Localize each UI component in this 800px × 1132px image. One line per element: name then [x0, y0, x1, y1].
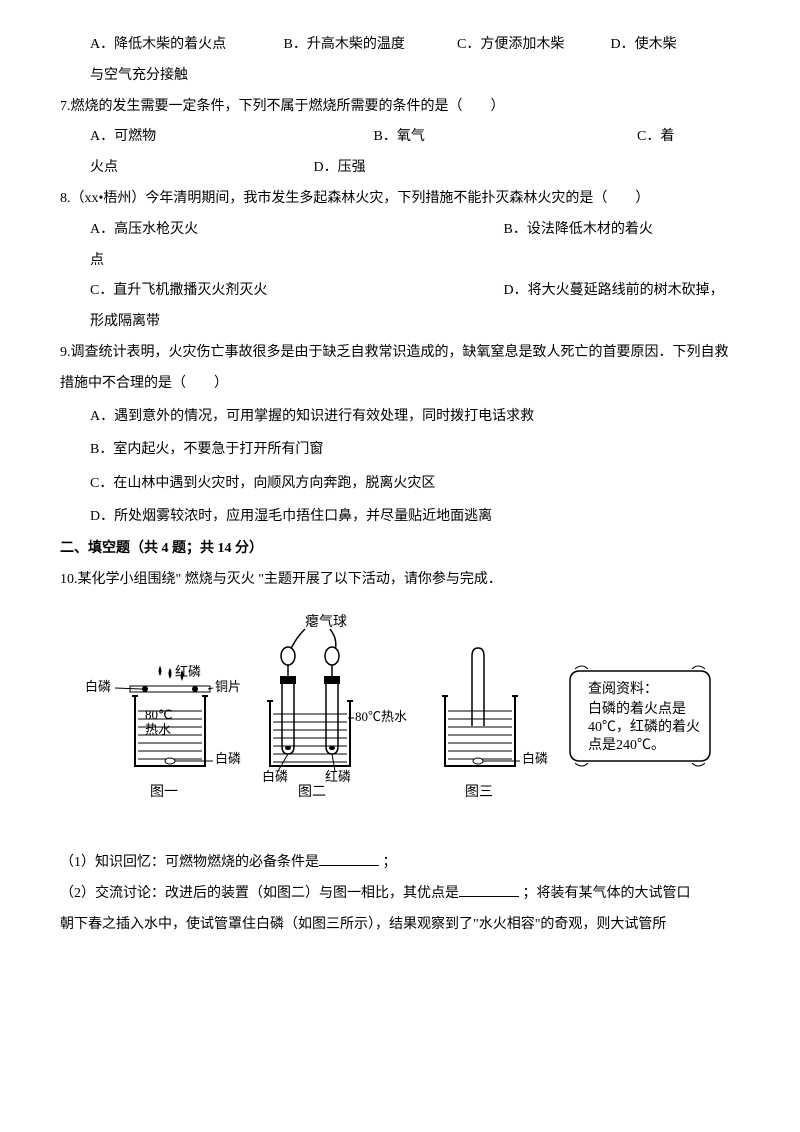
scroll-line1: 白磷的着火点是	[588, 701, 686, 717]
q7-opt-d: D．压强	[314, 153, 366, 184]
q6-options: A．降低木柴的着火点 B．升高木柴的温度 C．方便添加木柴 D．使木柴	[60, 30, 740, 61]
experiment-diagram-svg: 瘪气球	[80, 611, 720, 821]
fig1-copper: 铜片	[215, 679, 241, 694]
fig3-caption: 图三	[465, 785, 493, 800]
section2-title: 二、填空题（共 4 题；共 14 分）	[60, 534, 740, 565]
q6-opt-d: D．使木柴	[611, 30, 677, 61]
q10-sub1a: （1）知识回忆：可燃物燃烧的必备条件是	[60, 855, 319, 870]
q10-sub2a: （2）交流讨论：改进后的装置（如图二）与图一相比，其优点是	[60, 886, 459, 901]
q9-opt-d: D．所处烟雾较浓时，应用湿毛巾捂住口鼻，并尽量贴近地面逃离	[90, 500, 740, 534]
q7-stem: 7.燃烧的发生需要一定条件，下列不属于燃烧所需要的条件的是（ ）	[60, 92, 740, 123]
figure-1: 白磷 红磷 铜片 80℃ 热水 白磷 图一	[85, 664, 241, 800]
fig3-bai: 白磷	[522, 751, 548, 766]
q9-stem: 9.调查统计表明，火灾伤亡事故很多是由于缺乏自救常识造成的，缺氧窒息是致人死亡的…	[60, 338, 740, 400]
q8-opt-b2: 点	[60, 246, 740, 277]
q10-sub2c: 朝下春之插入水中，使试管罩住白磷（如图三所示），结果观察到了"水火相容"的奇观，…	[60, 910, 740, 941]
q7-row2: 火点 D．压强	[60, 153, 740, 184]
q10-stem: 10.某化学小组围绕" 燃烧与灭火 "主题开展了以下活动，请你参与完成．	[60, 565, 740, 596]
q10-sub2: （2）交流讨论：改进后的装置（如图二）与图一相比，其优点是 ；将装有某气体的大试…	[60, 879, 740, 910]
fig1-water: 热水	[145, 722, 171, 737]
q6-opt-a: A．降低木柴的着火点	[90, 30, 280, 61]
figure-3: 白磷 图三	[442, 648, 548, 800]
q7-opt-a: A．可燃物	[90, 122, 370, 153]
q9-opt-c: C．在山林中遇到火灾时，向顺风方向奔跑，脱离火灾区	[90, 467, 740, 501]
reference-scroll: 查阅资料： 白磷的着火点是 40℃，红磷的着火 点是240℃。	[570, 666, 710, 766]
blank-2	[459, 882, 519, 897]
q8-row1: A．高压水枪灭火 B．设法降低木材的着火	[60, 215, 740, 246]
q8-opt-c: C．直升飞机撒播灭火剂灭火	[90, 276, 500, 307]
fig2-temp: 80℃热水	[355, 709, 407, 724]
blank-1	[319, 851, 379, 866]
q8-opt-a: A．高压水枪灭火	[90, 215, 500, 246]
scroll-title: 查阅资料：	[588, 681, 658, 697]
q10-sub1b: ；	[379, 855, 397, 870]
scroll-line2: 40℃，红磷的着火	[588, 719, 700, 735]
q7-row1: A．可燃物 B．氧气 C．着	[60, 122, 740, 153]
q9-opt-b: B．室内起火，不要急于打开所有门窗	[90, 433, 740, 467]
figure-2: 80℃热水 白磷 红磷 图二	[262, 647, 407, 800]
balloon-label: 瘪气球	[305, 613, 347, 630]
q6-opt-b: B．升高木柴的温度	[284, 30, 454, 61]
fig1-red: 红磷	[175, 664, 201, 679]
q6-opt-d2: 与空气充分接触	[60, 61, 740, 92]
q7-opt-c2: 火点	[90, 153, 310, 184]
fig1-temp: 80℃	[145, 707, 173, 722]
q6-opt-c: C．方便添加木柴	[457, 30, 607, 61]
q8-opt-b: B．设法降低木材的着火	[504, 215, 653, 246]
q8-row2: C．直升飞机撒播灭火剂灭火 D．将大火蔓延路线前的树木砍掉，	[60, 276, 740, 307]
q8-opt-d: D．将大火蔓延路线前的树木砍掉，	[504, 276, 724, 307]
fig1-bottom: 白磷	[215, 751, 241, 766]
q7-opt-c: C．着	[637, 122, 674, 153]
fig2-caption: 图二	[298, 785, 326, 800]
q9-opt-a: A．遇到意外的情况，可用掌握的知识进行有效处理，同时拨打电话求救	[90, 400, 740, 434]
scroll-line3: 点是240℃。	[588, 737, 665, 753]
q10-sub1: （1）知识回忆：可燃物燃烧的必备条件是 ；	[60, 848, 740, 879]
q10-figure: 瘪气球	[60, 611, 740, 834]
q8-opt-d2: 形成隔离带	[60, 307, 740, 338]
q7-opt-b: B．氧气	[374, 122, 634, 153]
fig2-red: 红磷	[325, 769, 351, 784]
q8-stem: 8.（xx•梧州）今年清明期间，我市发生多起森林火灾，下列措施不能扑灭森林火灾的…	[60, 184, 740, 215]
q10-sub2b: ；将装有某气体的大试管口	[519, 886, 691, 901]
fig1-baiphos: 白磷	[85, 679, 111, 694]
fig1-caption: 图一	[150, 785, 178, 800]
fig2-bai: 白磷	[262, 769, 288, 784]
